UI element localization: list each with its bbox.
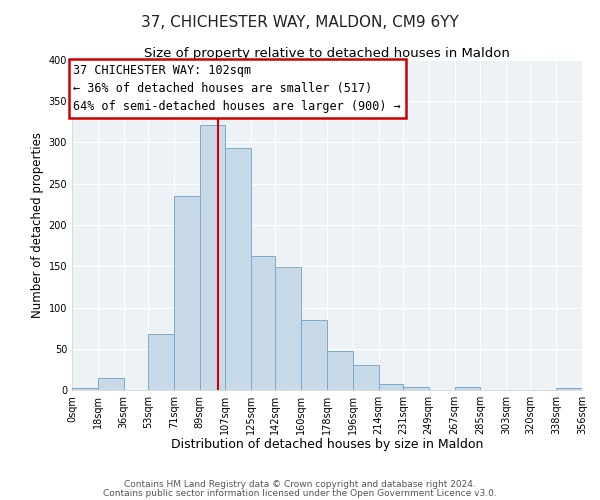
Title: Size of property relative to detached houses in Maldon: Size of property relative to detached ho… bbox=[144, 47, 510, 60]
Text: Contains public sector information licensed under the Open Government Licence v3: Contains public sector information licen… bbox=[103, 488, 497, 498]
Bar bbox=[556, 388, 582, 390]
Bar bbox=[353, 365, 379, 390]
Bar bbox=[379, 384, 403, 390]
Bar bbox=[327, 351, 353, 390]
Y-axis label: Number of detached properties: Number of detached properties bbox=[31, 132, 44, 318]
Bar bbox=[199, 125, 225, 390]
Bar bbox=[225, 148, 251, 390]
Bar bbox=[275, 267, 301, 390]
Bar bbox=[403, 386, 429, 390]
Bar bbox=[251, 256, 275, 390]
Text: Contains HM Land Registry data © Crown copyright and database right 2024.: Contains HM Land Registry data © Crown c… bbox=[124, 480, 476, 489]
Bar bbox=[174, 196, 199, 390]
X-axis label: Distribution of detached houses by size in Maldon: Distribution of detached houses by size … bbox=[171, 438, 483, 452]
Text: 37 CHICHESTER WAY: 102sqm
← 36% of detached houses are smaller (517)
64% of semi: 37 CHICHESTER WAY: 102sqm ← 36% of detac… bbox=[73, 64, 401, 113]
Bar bbox=[301, 320, 327, 390]
Bar bbox=[72, 388, 98, 390]
Bar bbox=[455, 386, 480, 390]
Bar bbox=[98, 378, 124, 390]
Bar bbox=[148, 334, 174, 390]
Text: 37, CHICHESTER WAY, MALDON, CM9 6YY: 37, CHICHESTER WAY, MALDON, CM9 6YY bbox=[141, 15, 459, 30]
